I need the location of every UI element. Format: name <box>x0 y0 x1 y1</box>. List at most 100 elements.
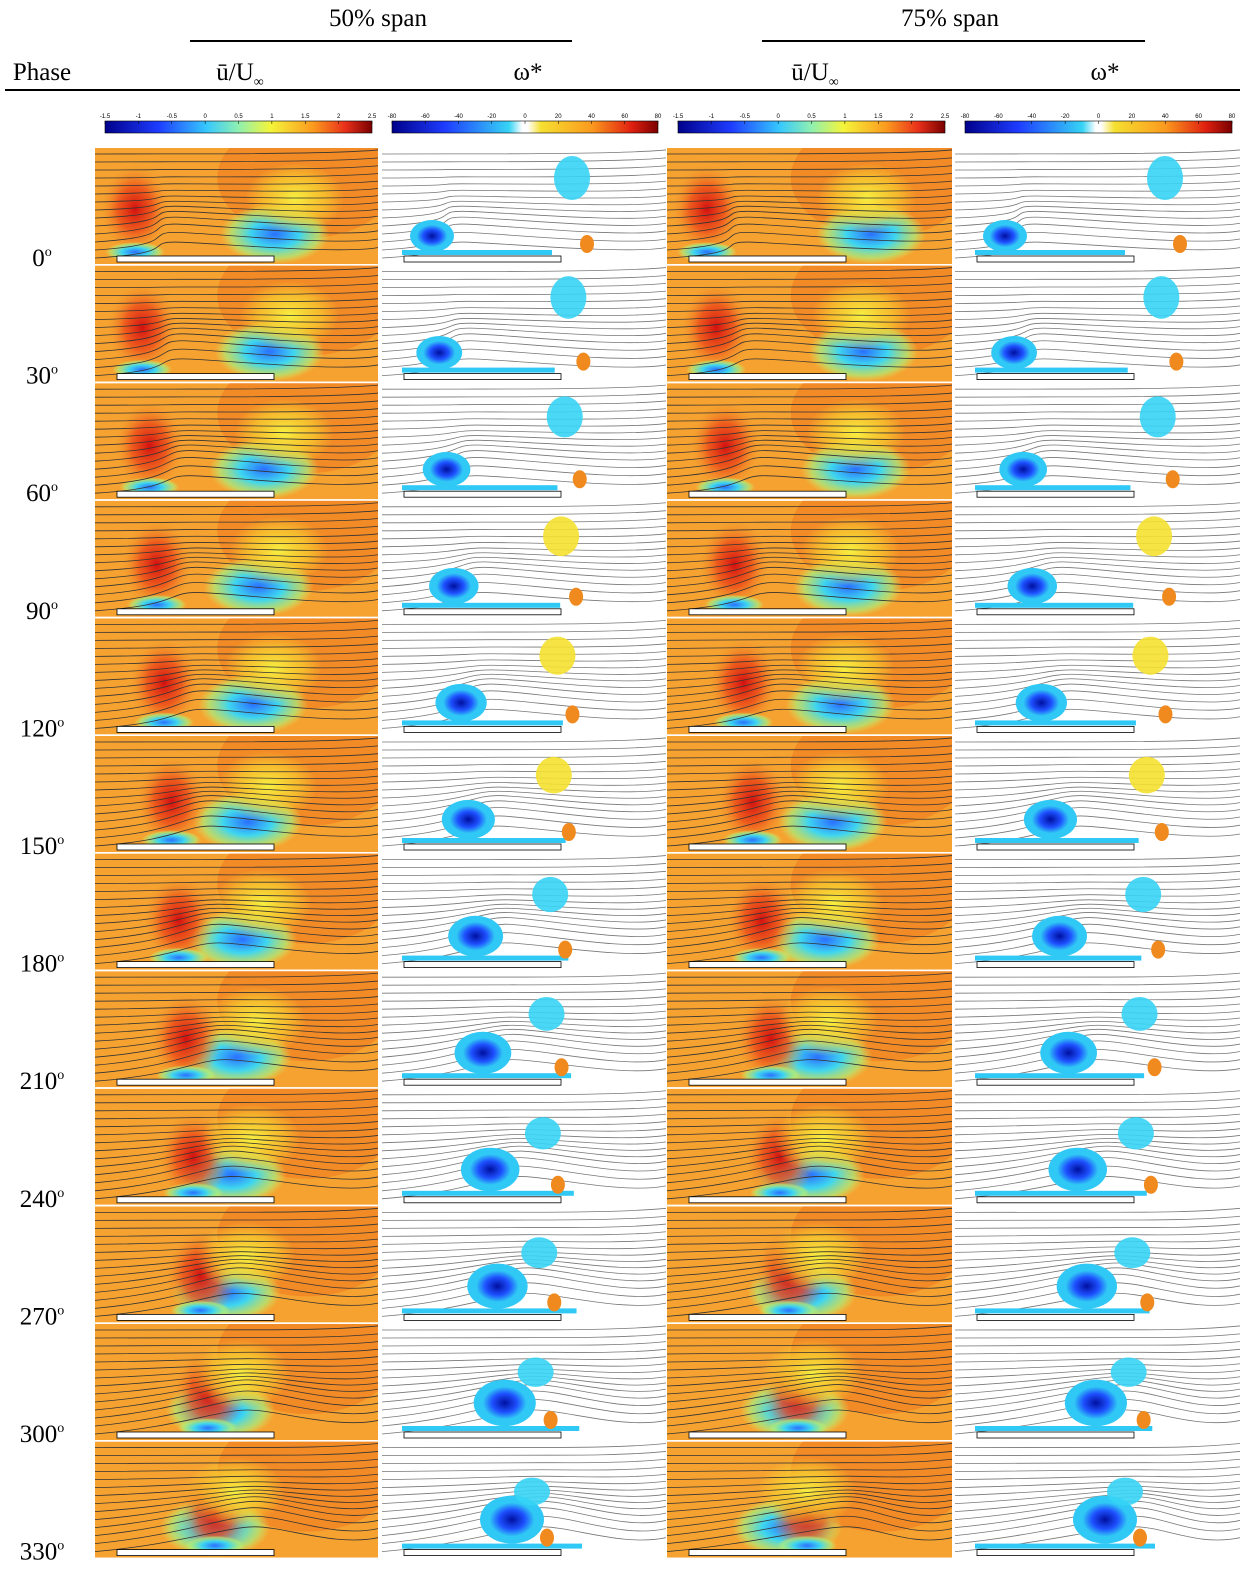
yellow-patch <box>806 398 906 468</box>
shear-layer <box>975 1426 1152 1431</box>
shed-vortex <box>1132 637 1168 675</box>
flow-panel <box>955 618 1240 734</box>
panel-content <box>382 148 666 264</box>
colorbar-tick-label: 2 <box>910 114 914 120</box>
plate <box>117 962 274 968</box>
flow-panel <box>382 383 666 499</box>
colorbar-tick-label: 20 <box>555 114 562 120</box>
colorbar-tick-label: -1.5 <box>100 114 111 120</box>
panel-content <box>955 1324 1240 1440</box>
phase-label: 180o <box>20 951 65 978</box>
negative-vortex <box>448 916 503 957</box>
phase-mark: o <box>57 1421 64 1436</box>
shed-vortex <box>543 516 579 556</box>
negative-vortex <box>1048 1148 1107 1192</box>
negative-vortex <box>1016 684 1067 722</box>
plate <box>117 1314 274 1320</box>
column-sub: ∞ <box>254 75 264 90</box>
shear-layer <box>402 720 563 725</box>
plate <box>117 491 274 497</box>
positive-vortex <box>1166 470 1180 488</box>
shear-layer <box>402 838 566 843</box>
plate <box>689 1550 846 1556</box>
colorbar-tick-label: -20 <box>487 114 496 120</box>
phase-mark: o <box>57 1068 64 1083</box>
vorticity-field <box>955 736 1240 852</box>
plate <box>977 1314 1134 1320</box>
panel-content <box>955 736 1240 852</box>
phase-mark: o <box>57 951 64 966</box>
group-header: 50% span <box>329 5 427 32</box>
panel-content <box>955 1089 1240 1205</box>
shed-vortex <box>532 877 568 912</box>
negative-vortex <box>416 336 462 369</box>
plate <box>689 374 846 380</box>
plate <box>117 1550 274 1556</box>
plate <box>404 491 561 497</box>
shed-vortex <box>1111 1357 1147 1386</box>
colorbar-tick-label: 1.5 <box>874 114 883 120</box>
shed-vortex <box>1118 1117 1154 1149</box>
shear-layer <box>402 1191 574 1196</box>
colorbar-tick-label: -0.5 <box>167 114 178 120</box>
shed-vortex <box>550 276 586 319</box>
positive-vortex <box>576 353 590 371</box>
negative-vortex <box>1057 1264 1117 1309</box>
positive-vortex <box>1151 941 1165 959</box>
column-main: ū/U <box>791 59 829 86</box>
colorbar-tick-label: -60 <box>421 114 430 120</box>
shear-layer <box>975 250 1125 255</box>
shed-vortex <box>1125 877 1161 912</box>
shear-layer <box>975 1073 1144 1078</box>
colorbar-tick-label: 60 <box>1195 114 1202 120</box>
flow-panel <box>382 971 666 1087</box>
panel-content <box>955 854 1240 970</box>
flow-panel <box>955 736 1240 852</box>
colorbar-tick-label: -60 <box>994 114 1003 120</box>
plate <box>689 726 846 732</box>
plate <box>977 374 1134 380</box>
yellow-patch <box>196 1221 296 1291</box>
positive-vortex <box>1133 1529 1147 1547</box>
shear-layer <box>402 603 560 608</box>
negative-vortex <box>991 336 1037 369</box>
plate <box>977 609 1134 615</box>
panel-content <box>382 1442 666 1558</box>
panel-content <box>955 501 1240 617</box>
plate <box>117 844 274 850</box>
colorbar-tick-label: 1 <box>270 114 274 120</box>
plate <box>977 491 1134 497</box>
phase-mark: o <box>51 598 58 613</box>
negative-vortex <box>435 684 486 722</box>
colorbar-tick-label: 80 <box>1229 114 1236 120</box>
plate <box>404 962 561 968</box>
shed-vortex <box>1136 516 1172 556</box>
phase-angle: 150 <box>20 833 58 860</box>
panel-content <box>382 383 666 499</box>
flow-panel <box>382 1324 666 1440</box>
negative-vortex <box>455 1032 512 1074</box>
positive-vortex <box>1140 1293 1154 1311</box>
shed-vortex <box>1114 1237 1150 1268</box>
phase-label: 270o <box>20 1303 65 1330</box>
plate <box>977 256 1134 262</box>
column-sub: ∞ <box>829 75 839 90</box>
positive-vortex <box>1155 823 1169 841</box>
negative-vortex <box>1032 916 1087 957</box>
flow-panel <box>382 618 666 734</box>
shed-vortex <box>1129 757 1165 794</box>
vortex-core <box>681 283 751 373</box>
colorbar-tick-label: -80 <box>961 114 970 120</box>
shear-layer <box>975 368 1128 373</box>
plate <box>117 256 274 262</box>
flow-panel <box>382 1442 666 1558</box>
yellow-patch <box>201 1104 301 1174</box>
colorbar-tick-label: -20 <box>1061 114 1070 120</box>
positive-vortex <box>1144 1176 1158 1194</box>
plate <box>977 1079 1134 1085</box>
yellow-patch <box>185 1457 285 1527</box>
colorbar-tick-label: 60 <box>621 114 628 120</box>
panel-content <box>382 501 666 617</box>
shed-vortex <box>547 396 583 437</box>
panel-content <box>955 618 1240 734</box>
